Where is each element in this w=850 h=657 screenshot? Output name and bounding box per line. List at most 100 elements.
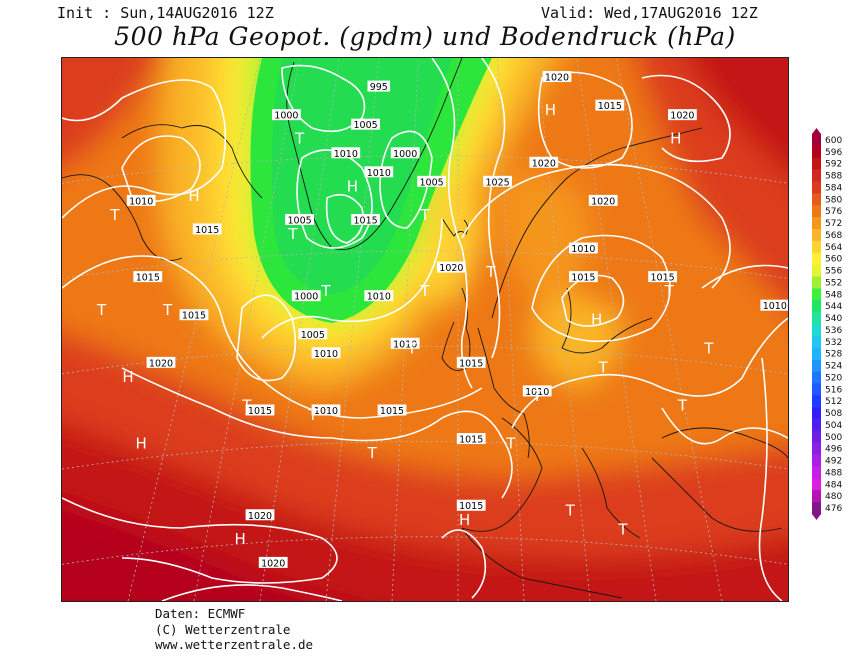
color-scale-label: 520	[825, 373, 842, 383]
low-pressure-marker: T	[96, 301, 107, 319]
isobar-label: 1015	[456, 356, 486, 369]
svg-text:1020: 1020	[261, 558, 285, 569]
longitude-line	[616, 58, 723, 601]
credit-website: www.wetterzentrale.de	[155, 637, 314, 652]
color-scale-swatch	[812, 430, 821, 444]
color-scale-swatch	[812, 466, 821, 479]
color-scale-swatch	[812, 276, 821, 289]
isobar-label: 1005	[285, 213, 314, 226]
isobar-label: 1005	[351, 118, 380, 131]
low-pressure-marker: T	[109, 206, 120, 224]
isobars	[62, 58, 788, 601]
svg-text:1000: 1000	[393, 149, 417, 160]
isobar-label: 1010	[390, 337, 420, 350]
isobar-label: 1015	[245, 404, 275, 417]
high-pressure-marker: H	[347, 177, 358, 195]
color-scale-swatch	[812, 407, 821, 420]
color-scale-swatch	[812, 264, 821, 277]
color-scale-label: 568	[825, 231, 842, 241]
isobar-label: 995	[367, 80, 391, 93]
pressure-center-layer: H T T H T H H T T T T T T T H H T T T T T T T H T T H H T T	[96, 101, 714, 548]
isobar-label: 1000	[291, 290, 321, 303]
low-pressure-marker: T	[287, 225, 298, 243]
color-scale-swatch	[812, 359, 821, 372]
isobar-label: 1015	[377, 404, 407, 417]
color-scale-label: 540	[825, 314, 842, 324]
longitude-line	[576, 58, 657, 601]
color-scale-label: 576	[825, 207, 842, 217]
color-scale-swatch	[812, 347, 821, 360]
svg-text:1020: 1020	[248, 511, 272, 522]
low-pressure-marker: T	[505, 435, 516, 453]
isobar-label: 1015	[648, 271, 677, 284]
svg-text:1015: 1015	[248, 406, 272, 417]
svg-text:1000: 1000	[274, 111, 298, 122]
low-pressure-marker: T	[565, 501, 576, 519]
color-scale-label: 600	[825, 136, 842, 146]
svg-text:1010: 1010	[525, 387, 549, 398]
low-pressure-marker: T	[598, 358, 609, 376]
color-scale-swatch	[812, 383, 821, 396]
svg-text:1005: 1005	[354, 120, 378, 131]
isobar-label: 1000	[272, 109, 301, 122]
color-scale-label: 504	[825, 421, 842, 431]
color-scale-swatch	[812, 371, 821, 384]
low-pressure-marker: T	[406, 339, 417, 357]
color-scale-swatch	[812, 252, 821, 265]
color-scale-label: 484	[825, 480, 842, 490]
isobar-label: 1010	[311, 347, 341, 360]
color-scale-label: 588	[825, 172, 842, 182]
lat-lon-grid	[62, 58, 788, 601]
color-scale-label: 500	[825, 433, 842, 443]
color-scale-swatch	[812, 478, 821, 491]
svg-text:1000: 1000	[294, 292, 318, 303]
svg-text:1020: 1020	[439, 263, 463, 274]
svg-text:995: 995	[370, 82, 388, 93]
svg-text:1010: 1010	[367, 292, 391, 303]
color-scale-label: 508	[825, 409, 842, 419]
svg-text:1005: 1005	[420, 177, 444, 188]
svg-text:1010: 1010	[571, 244, 595, 255]
color-scale-swatch	[812, 324, 821, 337]
color-scale-swatch	[812, 240, 821, 254]
high-pressure-marker: H	[670, 130, 681, 148]
isobar-label: 1010	[522, 385, 552, 398]
color-scale-swatch	[812, 419, 821, 432]
isobar-label: 1020	[437, 261, 466, 274]
credit-data-source: Daten: ECMWF	[155, 606, 246, 621]
color-scale-label: 572	[825, 219, 842, 229]
svg-text:1010: 1010	[763, 301, 787, 312]
isobar-label: 1010	[760, 299, 788, 312]
color-scale-label: 548	[825, 290, 842, 300]
svg-text:1015: 1015	[651, 273, 675, 284]
green-core	[271, 58, 452, 294]
isobar-label: 1025	[483, 175, 512, 188]
color-scale-label: 564	[825, 243, 842, 253]
svg-text:1015: 1015	[195, 225, 219, 236]
color-scale-swatches	[812, 128, 821, 520]
svg-text:1015: 1015	[182, 311, 206, 322]
longitude-line	[497, 58, 525, 601]
color-scale-label: 496	[825, 445, 842, 455]
svg-text:1010: 1010	[393, 339, 417, 350]
low-pressure-marker: T	[664, 282, 675, 300]
high-pressure-marker: H	[459, 511, 470, 529]
longitude-line	[193, 58, 300, 601]
isobar-label: 1015	[456, 499, 486, 512]
isobar-label: 1015	[192, 223, 222, 236]
isobar-label: 1020	[245, 509, 275, 522]
isobar-label: 1005	[298, 328, 328, 341]
color-scale-swatch	[812, 454, 821, 467]
low-pressure-marker: T	[307, 406, 318, 424]
color-scale-label: 596	[825, 148, 842, 158]
svg-text:1005: 1005	[288, 215, 312, 226]
color-scale-swatch	[812, 490, 821, 503]
isobar-label: 1020	[146, 356, 176, 369]
svg-text:1010: 1010	[314, 349, 338, 360]
color-scale-label: 580	[825, 195, 842, 205]
color-scale-swatch	[812, 395, 821, 408]
svg-text:1015: 1015	[380, 406, 404, 417]
isobar-label: 1015	[456, 433, 486, 446]
color-scale-label: 556	[825, 267, 842, 277]
